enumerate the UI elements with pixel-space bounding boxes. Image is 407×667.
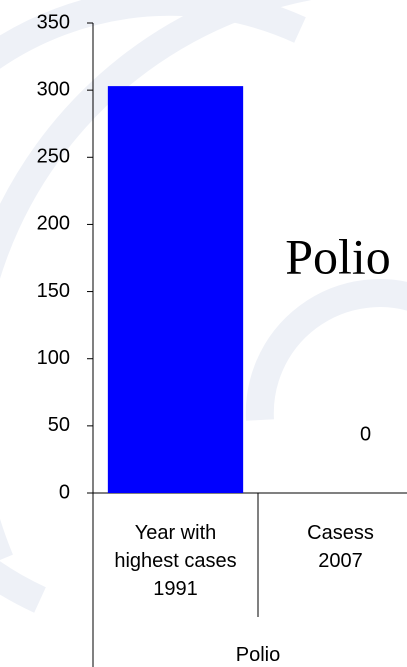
- y-tick-label: 350: [37, 11, 70, 33]
- y-tick-label: 150: [37, 280, 70, 302]
- y-tick-label: 200: [37, 213, 70, 235]
- y-tick-label: 250: [37, 146, 70, 168]
- background-watermark: [0, 0, 407, 613]
- y-tick-label: 100: [37, 347, 70, 369]
- x-tick-label: Year with highest cases 1991: [114, 522, 237, 600]
- chart-title: Polio: [285, 228, 391, 284]
- y-tick-label: 300: [37, 78, 70, 100]
- group-label: Polio: [235, 644, 281, 666]
- y-tick-label: 50: [48, 414, 70, 436]
- y-tick-label: 0: [59, 481, 70, 503]
- x-tick-label: Casess 2007: [307, 522, 374, 572]
- data-label: 0: [360, 423, 371, 445]
- bar: [107, 86, 244, 493]
